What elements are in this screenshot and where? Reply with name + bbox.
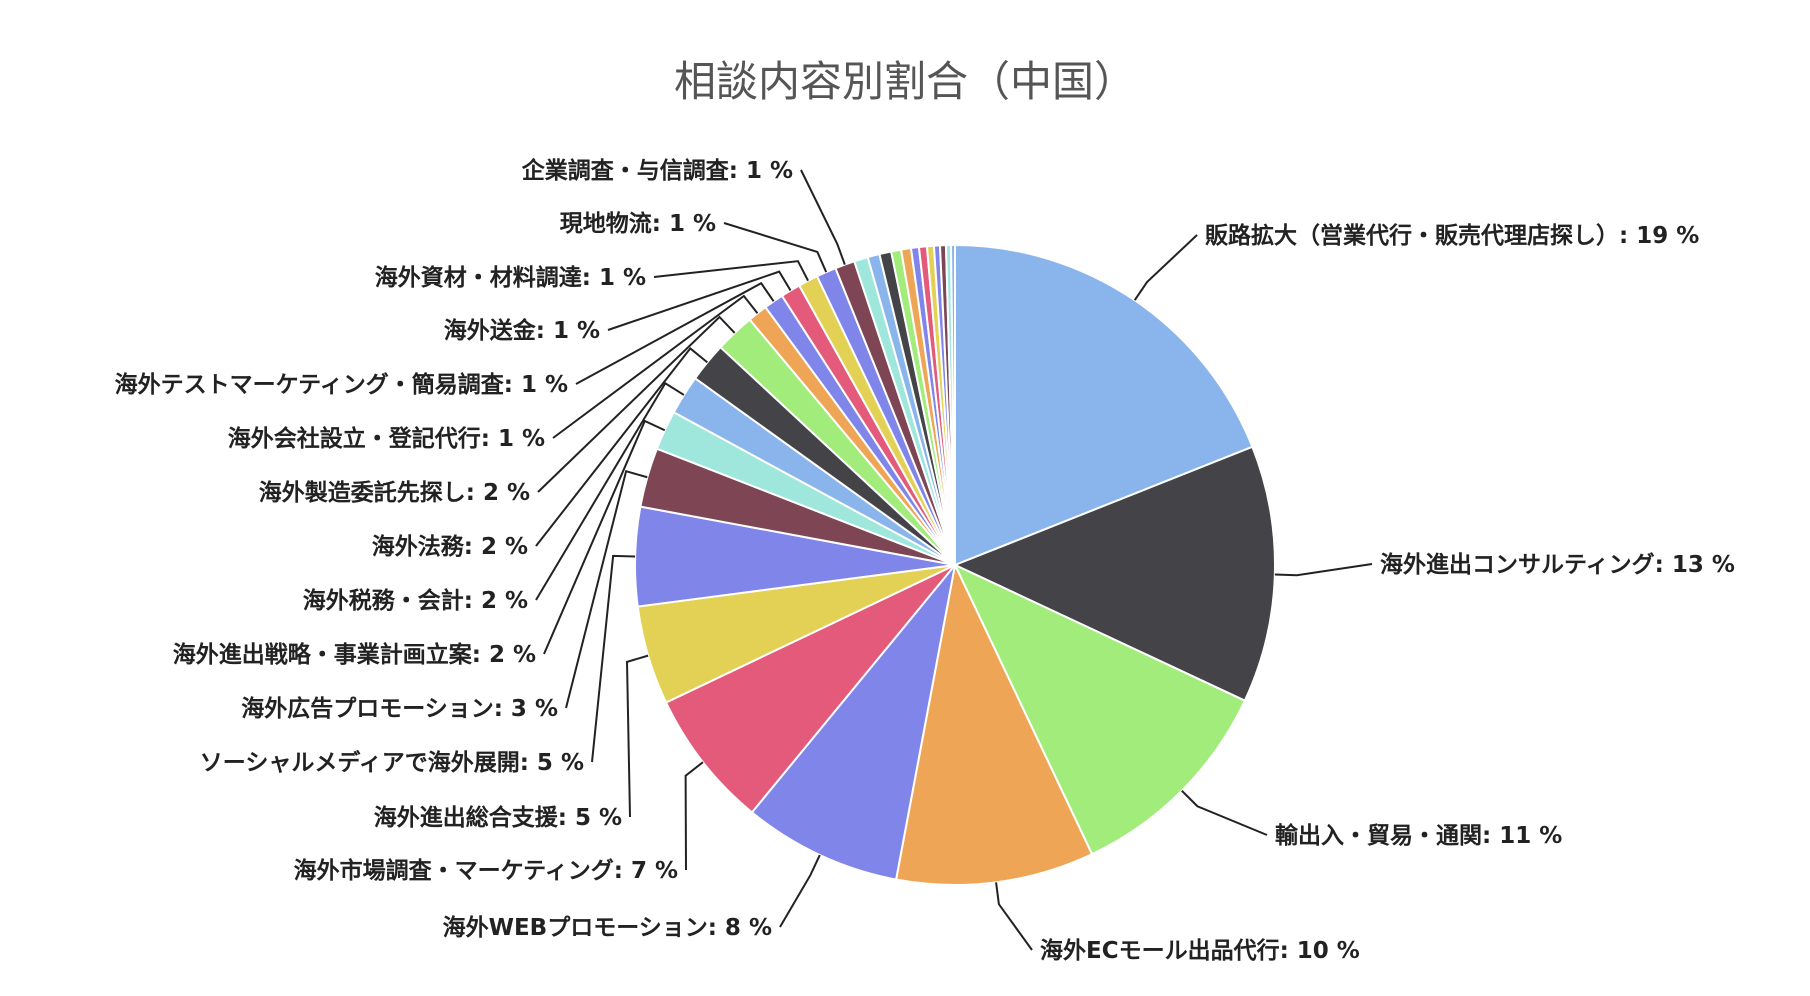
connector-line [552,294,759,439]
slice-label: 海外送金: 1 % [444,317,600,344]
connector-line [653,260,809,282]
connector-line [995,882,1033,951]
slice-labels: 販路拡大（営業代行・販売代理店探し）: 19 % 海外進出コンサルティング: 13… [115,157,1735,964]
pie-slice [664,564,956,814]
slice-label: 現地物流: 1 % [560,210,716,237]
connector-line [684,761,704,871]
connector-line [607,270,792,331]
slice-label: 海外進出戦略・事業計画立案: 2 % [173,641,536,668]
slice-label: 企業調査・与信調査: 1 % [521,157,793,184]
slice-label: 海外会社設立・登記代行: 1 % [228,425,545,452]
slice-label: 海外WEBプロモーション: 8 % [443,914,772,941]
slice-label: 海外テストマーケティング・簡易調査: 1 % [115,371,568,398]
connector-line [1274,563,1373,577]
connector-line [535,381,685,601]
connector-line [1181,790,1268,836]
slice-label: 販路拡大（営業代行・販売代理店探し）: 19 % [1205,222,1699,249]
pie-slices [634,243,1276,886]
connector-lines [535,169,1373,951]
chart-title: 相談内容別割合（中国） [673,57,1136,106]
connector-line [723,222,828,273]
connector-line [565,469,648,709]
pie-slice [750,564,956,881]
connector-line [800,169,846,265]
connector-line [625,654,649,818]
slice-label: 海外進出コンサルティング: 13 % [1380,551,1735,578]
slice-label: 海外市場調査・マーケティング: 7 % [294,857,678,884]
connector-line [591,554,636,763]
connector-line [535,347,708,547]
pie-slice-minor [949,243,956,566]
slice-label: 海外広告プロモーション: 3 % [241,695,558,722]
slice-label: 海外製造委託先探し: 2 % [259,479,530,506]
slice-label: ソーシャルメディアで海外展開: 5 % [200,749,584,776]
slice-label: 海外税務・会計: 2 % [303,587,528,614]
slice-label: 輸出入・貿易・通関: 11 % [1275,822,1562,849]
connector-line [537,315,736,493]
slice-label: 海外法務: 2 % [372,533,528,560]
connector-line [543,419,666,655]
slice-label: 海外進出総合支援: 5 % [374,804,622,831]
slice-label: 海外資材・材料調達: 1 % [375,264,646,291]
pie-slice [952,562,1247,856]
slice-label: 海外ECモール出品代行: 10 % [1040,937,1360,964]
connector-line [1133,234,1198,301]
connector-line [575,281,775,385]
connector-line [779,854,821,928]
